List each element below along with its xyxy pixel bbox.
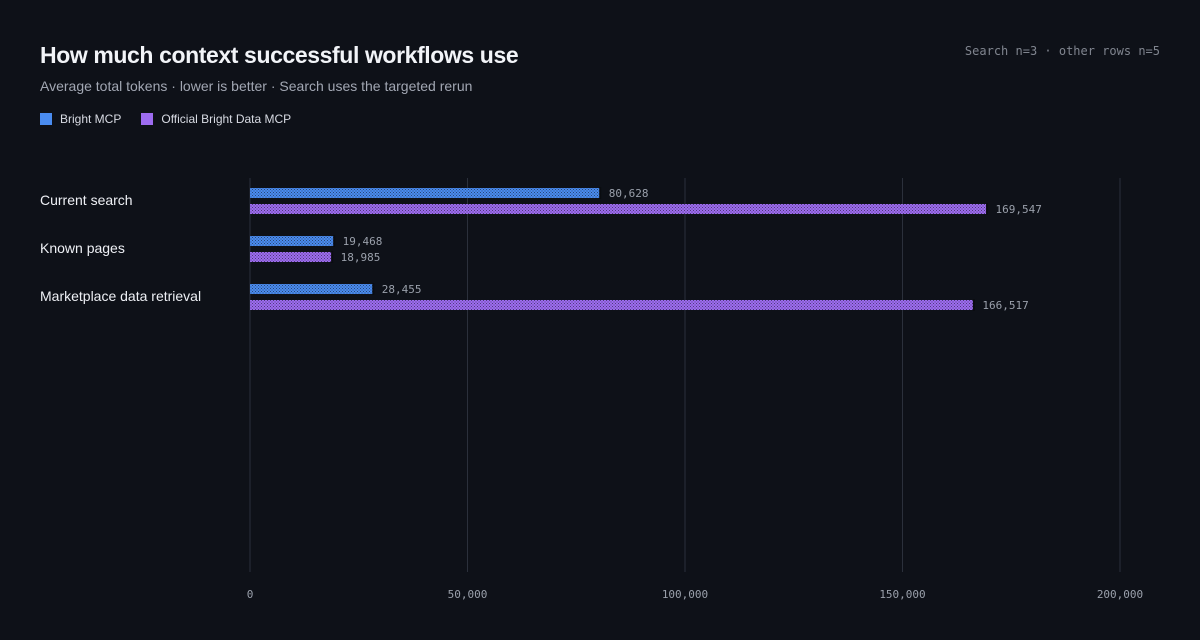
x-tick-label: 150,000 — [879, 588, 925, 601]
bar-official-bright-data-mcp-current-search — [250, 204, 988, 214]
bar-end-cap — [333, 235, 336, 247]
sample-size-note: Search n=3 · other rows n=5 — [964, 44, 1160, 58]
chart-title: How much context successful workflows us… — [40, 42, 519, 68]
bar-end-cap — [972, 299, 975, 311]
chart-subtitle: Average total tokens · lower is better ·… — [40, 78, 473, 94]
legend-swatch-official-bright-data-mcp — [141, 113, 154, 125]
x-tick-label: 200,000 — [1097, 588, 1143, 601]
value-label-official-bright-data-mcp-known-pages: 18,985 — [341, 251, 381, 264]
category-label-current-search: Current search — [40, 192, 133, 208]
legend-label-official-bright-data-mcp: Official Bright Data MCP — [161, 112, 292, 126]
bar-end-cap — [986, 203, 989, 215]
x-tick-label: 100,000 — [662, 588, 708, 601]
value-label-official-bright-data-mcp-current-search: 169,547 — [996, 203, 1042, 216]
bar-end-cap — [599, 187, 602, 199]
x-tick-label: 0 — [247, 588, 254, 601]
legend-label-bright-mcp: Bright MCP — [60, 112, 122, 126]
value-label-bright-mcp-marketplace-data-retrieval: 28,455 — [382, 283, 422, 296]
bar-bright-mcp-known-pages — [250, 236, 335, 246]
value-label-bright-mcp-known-pages: 19,468 — [343, 235, 383, 248]
bar-bright-mcp-marketplace-data-retrieval — [250, 284, 374, 294]
legend-swatch-bright-mcp — [40, 113, 52, 125]
bar-end-cap — [331, 251, 334, 263]
category-label-marketplace-data-retrieval: Marketplace data retrieval — [40, 288, 201, 304]
bar-end-cap — [372, 283, 375, 295]
category-label-known-pages: Known pages — [40, 240, 125, 256]
bar-official-bright-data-mcp-known-pages — [250, 252, 333, 262]
bar-bright-mcp-current-search — [250, 188, 601, 198]
legend-item-official-bright-data-mcp: Official Bright Data MCP — [141, 112, 291, 126]
value-label-official-bright-data-mcp-marketplace-data-retrieval: 166,517 — [982, 299, 1028, 312]
bar-official-bright-data-mcp-marketplace-data-retrieval — [250, 300, 975, 310]
legend-item-bright-mcp: Bright MCP — [40, 112, 121, 126]
x-tick-label: 50,000 — [448, 588, 488, 601]
value-label-bright-mcp-current-search: 80,628 — [609, 187, 649, 200]
chart-legend: Bright MCP Official Bright Data MCP — [40, 112, 291, 126]
